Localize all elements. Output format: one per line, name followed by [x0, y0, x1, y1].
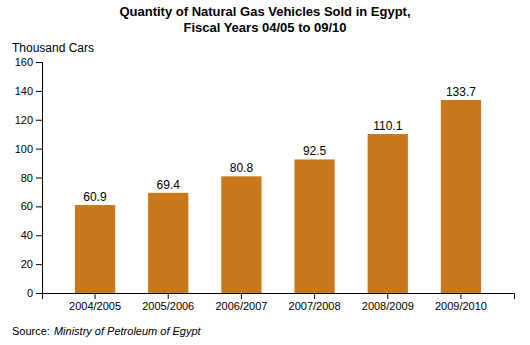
- tick: 2009/2010: [435, 293, 487, 312]
- source-part: Ministry of Petroleum of Egypt: [54, 325, 202, 337]
- y-axis: 0 20 40 60 80 100 120 140 160: [15, 56, 43, 299]
- tick-mark: [36, 91, 42, 92]
- source-part: Source:: [12, 325, 50, 337]
- tick-label: 100: [15, 143, 33, 155]
- tick-mark: [387, 293, 388, 299]
- tick-mark: [36, 149, 42, 150]
- x-axis: 2004/2005 2005/2006 2006/2007 2007/2008 2008…: [43, 293, 515, 312]
- tick: 80: [21, 172, 42, 184]
- tick: 0: [27, 287, 42, 299]
- data-label: 92.5: [303, 144, 327, 158]
- tick-mark: [314, 293, 315, 299]
- data-labels: 60.9 69.4 80.8 92.5 110.1 133.7: [83, 85, 476, 204]
- tick-label: 20: [21, 258, 33, 270]
- tick: 100: [15, 143, 42, 155]
- title-line: Quantity of Natural Gas Vehicles Sold in…: [119, 4, 410, 19]
- tick-mark: [36, 293, 42, 294]
- bar: [75, 205, 115, 293]
- tick-label: 2009/2010: [435, 300, 487, 312]
- tick: 2008/2009: [362, 293, 414, 312]
- tick-label: 2004/2005: [69, 300, 121, 312]
- bar: [368, 134, 408, 293]
- tick-label: 40: [21, 229, 33, 241]
- title-line: Fiscal Years 04/05 to 09/10: [183, 20, 346, 35]
- tick-label: 120: [15, 114, 33, 126]
- tick-mark: [460, 293, 461, 299]
- tick-label: 2005/2006: [142, 300, 194, 312]
- tick-mark: [36, 62, 42, 63]
- source: Source: Ministry of Petroleum of Egypt: [12, 325, 202, 337]
- tick: 120: [15, 114, 42, 126]
- tick-label: 0: [27, 287, 33, 299]
- chart: Quantity of Natural Gas Vehicles Sold in…: [0, 0, 530, 345]
- tick: 2005/2006: [142, 293, 194, 312]
- tick-mark: [36, 120, 42, 121]
- tick-mark: [36, 206, 42, 207]
- tick: 60: [21, 200, 42, 212]
- tick: 140: [15, 85, 42, 97]
- bar: [441, 100, 481, 293]
- tick-label: 60: [21, 200, 33, 212]
- plot: 0204060801001201401602004/20052005/20062…: [15, 56, 515, 312]
- data-label: 69.4: [157, 178, 181, 192]
- tick-mark: [168, 293, 169, 299]
- data-label: 133.7: [446, 85, 476, 99]
- tick-mark: [241, 293, 242, 299]
- bar: [148, 193, 188, 293]
- data-label: 110.1: [373, 119, 402, 133]
- tick-mark: [95, 293, 96, 299]
- tick-label: 2006/2007: [215, 300, 267, 312]
- axis-label: Thousand Cars: [12, 41, 94, 55]
- axis-domain: [43, 294, 515, 300]
- tick: 40: [21, 229, 42, 241]
- axis-domain: [36, 63, 43, 294]
- data-label: 80.8: [230, 161, 254, 175]
- tick-label: 2008/2009: [362, 300, 414, 312]
- tick-mark: [36, 264, 42, 265]
- tick: 2006/2007: [215, 293, 267, 312]
- tick-mark: [36, 235, 42, 236]
- tick-label: 160: [15, 56, 33, 68]
- tick-mark: [36, 178, 42, 179]
- bars: [75, 100, 481, 293]
- bar: [221, 176, 261, 293]
- tick-label: 140: [15, 85, 33, 97]
- title: Quantity of Natural Gas Vehicles Sold in…: [119, 4, 410, 35]
- tick: 160: [15, 56, 42, 68]
- tick: 2004/2005: [69, 293, 121, 312]
- tick-label: 80: [21, 172, 33, 184]
- tick-label: 2007/2008: [289, 300, 341, 312]
- data-label: 60.9: [83, 190, 107, 204]
- tick: 2007/2008: [289, 293, 341, 312]
- tick: 20: [21, 258, 42, 270]
- bar: [294, 159, 334, 293]
